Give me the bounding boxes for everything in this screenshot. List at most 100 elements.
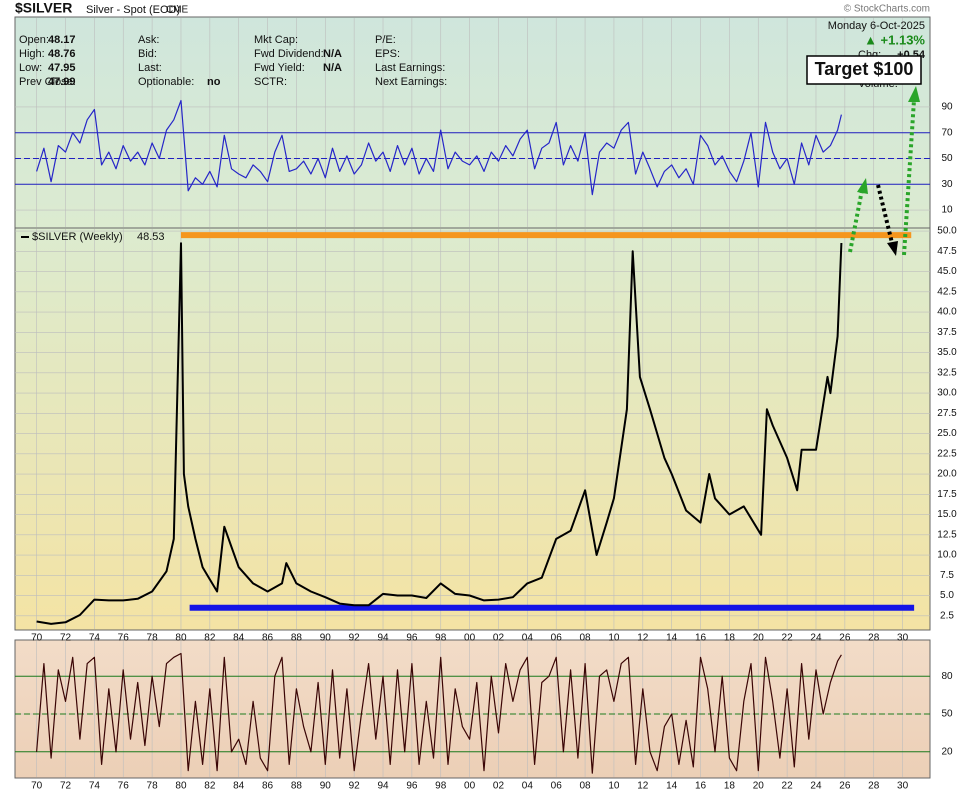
x-tick-label: 90 (320, 781, 332, 792)
y-tick-label: 10.0 (937, 550, 957, 561)
target-box (806, 55, 922, 85)
x-tick-label: 96 (406, 633, 418, 644)
y-tick-label: 90 (941, 102, 953, 113)
stat-label: Last: (138, 62, 162, 74)
y-tick-label: 50 (941, 153, 953, 164)
x-tick-label: 88 (291, 781, 303, 792)
data-line (36, 652, 842, 774)
data-line (36, 242, 843, 625)
plots: 10 30 50 70 90 2.5 5.0 7.5 10.0 12.5 15.0 17.5 20.0 2… (15, 18, 957, 792)
x-tick-label: 30 (897, 781, 909, 792)
x-tick-label: 72 (60, 633, 72, 644)
x-tick-label: 14 (666, 781, 678, 792)
x-tick-label: 72 (60, 781, 72, 792)
y-tick-label: 70 (941, 127, 953, 138)
x-tick-label: 70 (31, 633, 43, 644)
stat-label: Optionable: (138, 76, 194, 88)
x-tick-label: 94 (377, 781, 389, 792)
data-line (36, 99, 842, 196)
x-tick-label: 12 (637, 633, 649, 644)
x-tick-label: 84 (233, 633, 245, 644)
x-tick-label: 96 (406, 781, 418, 792)
x-tick-label: 30 (897, 633, 909, 644)
x-tick-label: 80 (175, 781, 187, 792)
stat-value: no (207, 76, 221, 88)
date: Monday 6-Oct-2025 (828, 20, 925, 32)
x-tick-label: 16 (695, 633, 707, 644)
y-tick-label: 32.5 (937, 367, 957, 378)
exchange: CME (166, 5, 189, 16)
x-tick-label: 86 (262, 781, 274, 792)
x-tick-label: 28 (868, 633, 880, 644)
x-tick-label: 88 (291, 633, 303, 644)
stat-label: High: (19, 48, 45, 60)
x-tick-label: 24 (810, 633, 822, 644)
x-tick-label: 06 (551, 633, 563, 644)
legend-last-value: 48.53 (137, 231, 165, 243)
x-tick-label: 22 (782, 633, 794, 644)
stat-label: Last Earnings: (375, 62, 445, 74)
arrow (876, 184, 894, 244)
x-tick-label: 02 (493, 633, 505, 644)
y-tick-label: 20.0 (937, 469, 957, 480)
x-tick-label: 00 (464, 781, 476, 792)
arrow (848, 189, 864, 253)
arrows (848, 86, 920, 256)
source: © StockCharts.com (844, 4, 930, 15)
indicator-panel (14, 16, 931, 229)
x-tick-label: 18 (724, 633, 736, 644)
target-annotation: Target $100 (815, 59, 914, 79)
stat-value: 47.99 (48, 76, 76, 88)
x-tick-label: 82 (204, 781, 216, 792)
x-tick-label: 14 (666, 633, 678, 644)
x-tick-label: 98 (435, 781, 447, 792)
arrow (902, 99, 916, 256)
x-tick-label: 04 (522, 633, 534, 644)
stat-value: 47.95 (48, 62, 76, 74)
x-tick-label: 70 (31, 781, 43, 792)
stat-label: EPS: (375, 48, 400, 60)
x-tick-label: 16 (695, 781, 707, 792)
x-tick-label: 00 (464, 633, 476, 644)
x-tick-label: 74 (89, 781, 101, 792)
stat-label: Ask: (138, 34, 159, 46)
x-tick-label: 12 (637, 781, 649, 792)
y-tick-label: 27.5 (937, 408, 957, 419)
stat-label: Fwd Yield: (254, 62, 305, 74)
y-tick-label: 22.5 (937, 448, 957, 459)
stat-value: N/A (323, 48, 342, 60)
y-tick-label: 15.0 (937, 509, 957, 520)
y-tick-label: 80 (941, 671, 953, 682)
stat-label: SCTR: (254, 76, 287, 88)
x-tick-label: 20 (753, 781, 765, 792)
stat-label: Mkt Cap: (254, 34, 298, 46)
x-tick-label: 78 (147, 781, 159, 792)
x-tick-label: 78 (147, 633, 159, 644)
stat-label: Open: (19, 34, 49, 46)
x-tick-label: 10 (608, 633, 620, 644)
x-tick-label: 92 (349, 781, 361, 792)
y-tick-label: 35.0 (937, 347, 957, 358)
x-tick-label: 24 (810, 781, 822, 792)
x-tick-label: 74 (89, 633, 101, 644)
header: $SILVER Silver - Spot (EOD) CME © StockC… (15, 0, 930, 243)
legend-name: $SILVER (Weekly) (32, 231, 123, 243)
stat-label: Prev Close: (19, 76, 76, 88)
y-tick-label: 42.5 (937, 286, 957, 297)
stat-label: Bid: (138, 48, 157, 60)
x-tick-label: 20 (753, 633, 765, 644)
y-tick-label: 50.0 (937, 226, 957, 237)
y-tick-label: 45.0 (937, 266, 957, 277)
y-tick-label: 5.0 (940, 590, 954, 601)
x-tick-label: 02 (493, 781, 505, 792)
x-tick-label: 90 (320, 633, 332, 644)
y-tick-label: 12.5 (937, 529, 957, 540)
stat-label: Next Earnings: (375, 76, 447, 88)
symbol: $SILVER (15, 0, 72, 16)
x-tick-label: 94 (377, 633, 389, 644)
y-tick-label: 30 (941, 179, 953, 190)
x-tick-label: 04 (522, 781, 534, 792)
x-tick-label: 28 (868, 781, 880, 792)
